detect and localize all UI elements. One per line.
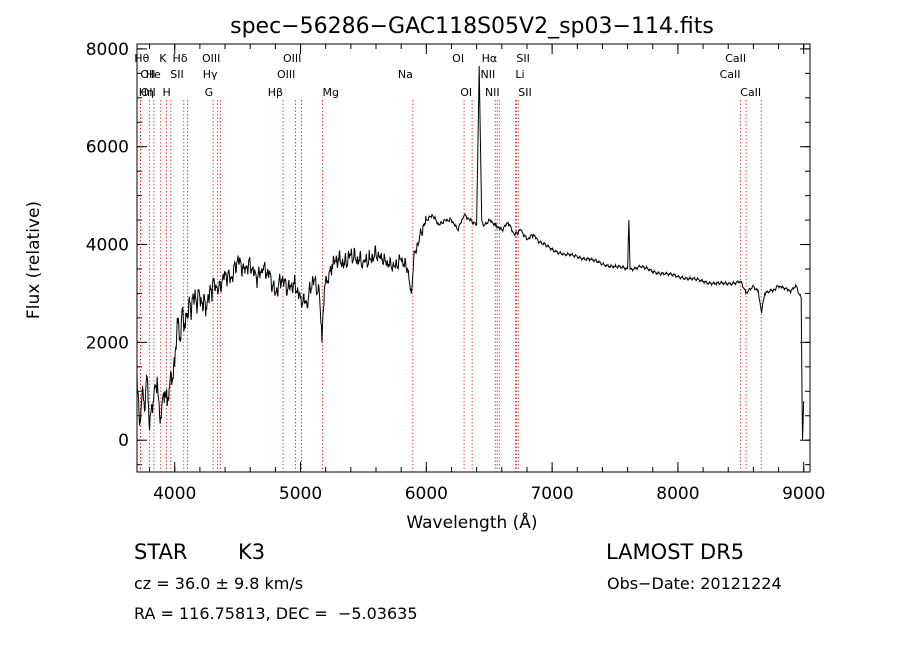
x-tick-label: 9000 — [782, 484, 825, 504]
redshift-label: cz = 36.0 ± 9.8 km/s — [134, 574, 304, 593]
object-subclass: K3 — [238, 540, 266, 564]
line-marker-label: SII — [518, 86, 531, 99]
y-tick-label: 2000 — [86, 333, 129, 353]
chart-title: spec−56286−GAC118S05V2_sp03−114.fits — [230, 14, 714, 39]
line-marker-label: OII — [141, 86, 156, 99]
line-marker-label: SII — [516, 52, 529, 65]
line-marker-label: CaII — [740, 86, 761, 99]
x-tick-label: 6000 — [405, 484, 448, 504]
line-marker-label: Li — [515, 68, 524, 81]
y-axis-label: Flux (relative) — [24, 201, 44, 319]
x-axis-label: Wavelength (Å) — [406, 511, 537, 533]
spectrum-line — [136, 65, 805, 441]
line-marker-label: H — [163, 86, 171, 99]
obs-date-label: Obs−Date: 20121224 — [607, 574, 782, 593]
survey-label: LAMOST DR5 — [606, 540, 745, 564]
line-marker-label: OI — [452, 52, 464, 65]
line-marker-label: Hα — [482, 52, 498, 65]
x-tick-label: 5000 — [279, 484, 322, 504]
line-marker-label: He — [146, 68, 161, 81]
coordinates-label: RA = 116.75813, DEC = −5.03635 — [134, 604, 418, 623]
line-marker-label: SII — [170, 68, 183, 81]
line-marker-label: Mg — [323, 86, 339, 99]
line-marker-label: Hδ — [173, 52, 188, 65]
line-marker-label: NII — [481, 68, 496, 81]
line-marker-label: Hη — [139, 86, 154, 99]
x-tick-label: 4000 — [153, 484, 196, 504]
line-marker-label: OIII — [283, 52, 301, 65]
line-marker-label: K — [159, 52, 167, 65]
line-marker-label: OIII — [202, 52, 220, 65]
y-tick-label: 6000 — [86, 138, 129, 158]
plot-frame — [136, 43, 811, 473]
x-tick-label: 8000 — [656, 484, 699, 504]
line-marker-label: G — [205, 86, 214, 99]
object-class: STAR — [134, 540, 188, 564]
line-marker-label: OIII — [277, 68, 295, 81]
x-tick-label: 7000 — [530, 484, 573, 504]
line-marker-label: CaII — [725, 52, 746, 65]
line-marker-label: Hθ — [134, 52, 149, 65]
line-marker-label: Na — [398, 68, 413, 81]
line-marker-label: NII — [485, 86, 500, 99]
y-tick-label: 0 — [118, 431, 129, 451]
line-marker-label: OII — [140, 68, 155, 81]
line-marker-label: CaII — [720, 68, 741, 81]
line-marker-label: Hβ — [268, 86, 283, 99]
line-marker-label: OI — [460, 86, 472, 99]
y-tick-label: 4000 — [86, 236, 129, 256]
line-marker-label: Hγ — [203, 68, 218, 81]
y-tick-label: 8000 — [86, 40, 129, 60]
